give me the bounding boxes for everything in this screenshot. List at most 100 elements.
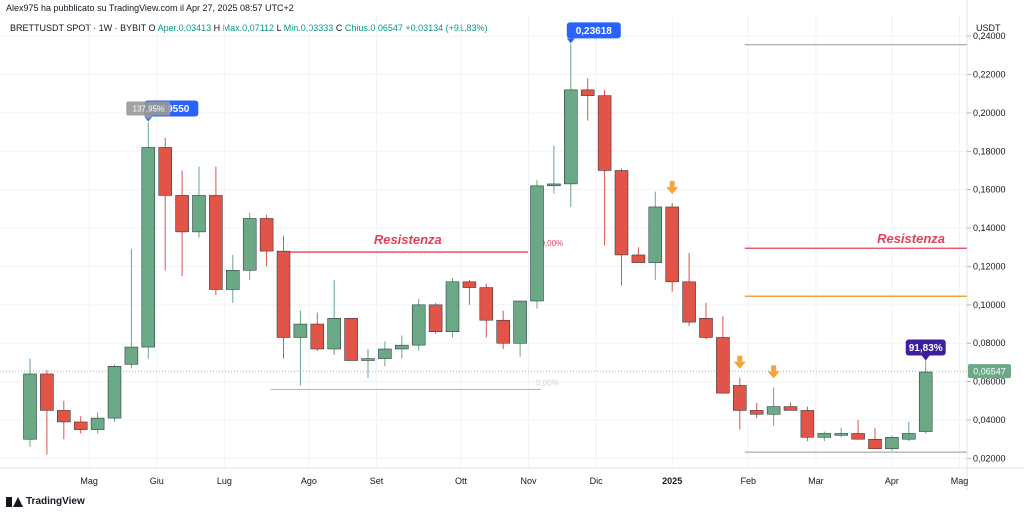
candle <box>614 168 629 286</box>
resistance-label-right: Resistenza <box>877 231 945 246</box>
candle-body <box>902 433 916 440</box>
candle-body <box>141 147 156 348</box>
candle <box>259 214 274 267</box>
tradingview-logo-icon <box>6 496 23 507</box>
candle <box>885 435 899 451</box>
change-value: +0,03134 (+91,83%) <box>405 23 488 33</box>
candle <box>428 302 443 334</box>
y-tick-label: 0,24000 <box>973 31 1006 41</box>
arrow-head <box>666 187 679 195</box>
x-tick-label: Nov <box>521 476 538 486</box>
candle-body <box>530 185 544 302</box>
candle-body <box>868 438 882 450</box>
candle-body <box>226 270 240 290</box>
time-axis: Mag Giu Lug Ago Set Ott Nov Dic 2025 Feb Mar Apr Mag <box>80 476 968 486</box>
candle-body <box>23 373 37 440</box>
y-tick-label: 0,08000 <box>973 338 1006 348</box>
down-arrow-icon <box>666 181 679 195</box>
last-price-tag-text: 0,06547 <box>973 367 1006 377</box>
candle-body <box>310 323 325 350</box>
candle <box>276 235 291 359</box>
x-tick-label: Mar <box>808 476 824 486</box>
candle-body <box>361 358 375 361</box>
candle-body <box>259 218 274 252</box>
symbol-name[interactable]: BRETTUSDT SPOT · 1W · BYBIT <box>10 23 147 33</box>
candle-body <box>175 195 189 233</box>
candle-body <box>276 250 291 338</box>
down-arrow-icon <box>767 365 780 379</box>
pct-label-june-bg <box>126 101 171 116</box>
candle-body <box>344 318 358 361</box>
close-label: C <box>335 23 343 33</box>
candle-body <box>834 433 848 436</box>
candle-body <box>749 410 764 415</box>
candle-body <box>682 281 696 323</box>
candle-body <box>496 319 510 344</box>
tradingview-brand[interactable]: TradingView <box>6 496 85 507</box>
candle <box>90 412 105 434</box>
high-label: H <box>213 23 221 33</box>
candle-body <box>411 304 426 346</box>
x-tick-label: Lug <box>217 476 232 486</box>
low-label: L <box>276 23 282 33</box>
candle-body <box>885 437 899 450</box>
x-tick-label: Ago <box>301 476 317 486</box>
arrow-shaft <box>737 355 743 362</box>
candle <box>564 43 578 207</box>
y-tick-label: 0,22000 <box>973 70 1006 80</box>
pct-label-latest-text: 91,83% <box>909 343 943 354</box>
candle-body <box>462 281 477 288</box>
candle <box>902 421 916 442</box>
y-tick-label: 0,14000 <box>973 223 1006 233</box>
pct-label-latest-bg <box>905 339 946 356</box>
candle <box>141 122 156 359</box>
candle <box>682 253 696 326</box>
pct-label-june: 137,95% <box>126 101 171 120</box>
candle <box>242 212 257 280</box>
y-tick-label: 0,06000 <box>973 377 1006 387</box>
pct-label-june-text: 137,95% <box>133 105 165 114</box>
candle <box>716 316 730 394</box>
candle-body <box>817 433 832 438</box>
candle <box>496 310 510 349</box>
down-arrow-icon <box>733 355 746 369</box>
candle <box>665 203 679 292</box>
candle <box>631 247 646 263</box>
open-value: Aper.0,03413 <box>157 23 212 33</box>
candle-body <box>293 323 308 338</box>
candle-body <box>580 89 595 96</box>
candle-body <box>124 346 139 365</box>
candle <box>40 370 54 455</box>
candle <box>817 431 832 442</box>
candle <box>124 249 139 369</box>
x-tick-label: Dic <box>590 476 603 486</box>
y-tick-label: 0,16000 <box>973 185 1006 195</box>
x-tick-label: Mag <box>951 476 969 486</box>
brand-name: TradingView <box>26 496 85 507</box>
candle <box>73 416 88 434</box>
candle-body <box>73 421 88 430</box>
candle-body <box>597 95 612 171</box>
candle <box>918 360 933 434</box>
resistance-label-left: Resistenza <box>374 232 442 247</box>
candle <box>344 318 358 361</box>
last-price-tag-bg <box>968 364 1011 379</box>
candle-body <box>716 337 730 394</box>
candle-body <box>445 281 460 332</box>
last-price-tag: 0,06547 <box>968 364 1011 379</box>
y-tick-label: 0,18000 <box>973 146 1006 156</box>
high-label-nov: 0,23618 <box>566 22 621 44</box>
x-tick-label: Set <box>370 476 384 486</box>
candle-body <box>428 304 443 332</box>
y-tick-label: 0,04000 <box>973 415 1006 425</box>
candle <box>107 364 122 422</box>
candle-body <box>766 406 781 415</box>
candle <box>648 191 663 280</box>
candle-body <box>851 433 865 440</box>
candle <box>580 78 595 121</box>
high-label-june-text: 0,19550 <box>153 104 190 115</box>
candle <box>749 402 764 419</box>
fib-50-label: 50,00% <box>536 239 563 248</box>
